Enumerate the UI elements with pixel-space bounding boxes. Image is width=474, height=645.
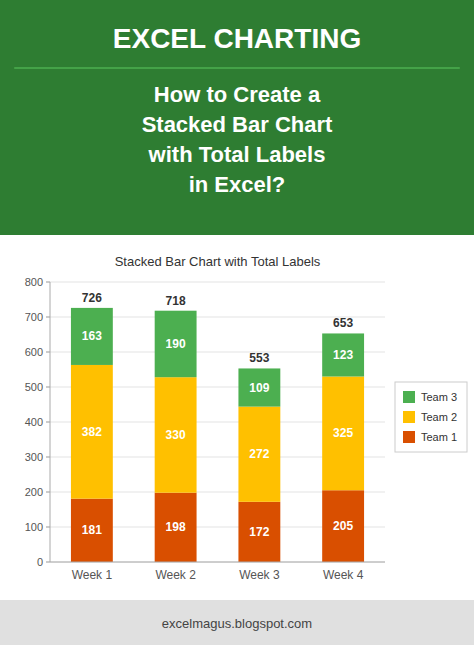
- segment-label: 382: [82, 425, 102, 439]
- subtitle-line: with Total Labels: [148, 142, 326, 167]
- header-subtitle: How to Create a Stacked Bar Chart with Tot…: [142, 82, 333, 197]
- total-label: 553: [249, 351, 269, 365]
- total-label: 726: [82, 291, 102, 305]
- y-tick: [46, 317, 50, 318]
- segment-label: 123: [333, 348, 353, 362]
- segment-label: 181: [82, 523, 102, 537]
- bar-segment: [322, 333, 364, 376]
- segment-label: 205: [333, 519, 353, 533]
- bar-segment: [322, 377, 364, 491]
- chart-title: Stacked Bar Chart with Total Labels: [115, 254, 321, 269]
- segment-label: 109: [249, 381, 269, 395]
- y-tick: [46, 492, 50, 493]
- x-tick-label: Week 3: [239, 568, 280, 582]
- y-tick: [46, 282, 50, 283]
- segment-label: 272: [249, 447, 269, 461]
- y-tick-label: 400: [25, 416, 43, 428]
- subtitle-line: Stacked Bar Chart: [142, 112, 333, 137]
- bar-segment: [155, 493, 197, 562]
- y-tick: [46, 387, 50, 388]
- y-tick: [46, 527, 50, 528]
- legend-swatch: [403, 431, 415, 443]
- bar-segment: [238, 368, 280, 406]
- y-tick: [46, 562, 50, 563]
- bar-segment: [322, 490, 364, 562]
- total-label: 653: [333, 316, 353, 330]
- y-tick-label: 0: [37, 556, 43, 568]
- bar-segment: [155, 377, 197, 493]
- bar-segment: [238, 407, 280, 502]
- grid-line: [50, 282, 385, 283]
- segment-label: 172: [249, 525, 269, 539]
- y-tick-label: 700: [25, 311, 43, 323]
- segment-label: 330: [166, 428, 186, 442]
- x-axis-line: [50, 562, 385, 563]
- x-tick-label: Week 1: [72, 568, 113, 582]
- footer-text: excelmagus.blogspot.com: [162, 616, 312, 631]
- y-tick: [46, 352, 50, 353]
- header-background: [0, 0, 474, 235]
- bar-segment: [155, 311, 197, 378]
- segment-label: 325: [333, 426, 353, 440]
- header-divider: [14, 67, 460, 69]
- x-tick-label: Week 2: [155, 568, 196, 582]
- footer-background: [0, 600, 474, 645]
- bar-segment: [71, 308, 113, 365]
- legend-label: Team 1: [421, 431, 457, 443]
- chart-background: [0, 235, 474, 600]
- subtitle-line: How to Create a: [154, 82, 321, 107]
- y-tick: [46, 457, 50, 458]
- header-title: EXCEL CHARTING: [113, 23, 361, 54]
- y-tick-label: 500: [25, 381, 43, 393]
- total-label: 718: [166, 294, 186, 308]
- y-tick-label: 300: [25, 451, 43, 463]
- legend-swatch: [403, 391, 415, 403]
- y-tick-label: 200: [25, 486, 43, 498]
- segment-label: 198: [166, 520, 186, 534]
- legend-label: Team 3: [421, 391, 457, 403]
- y-tick-label: 800: [25, 276, 43, 288]
- grid-line: [50, 562, 385, 563]
- y-tick-label: 100: [25, 521, 43, 533]
- y-tick: [46, 422, 50, 423]
- page: EXCEL CHARTING How to Create a Stacked Bar…: [0, 0, 474, 645]
- legend-label: Team 2: [421, 411, 457, 423]
- subtitle-line: in Excel?: [189, 172, 286, 197]
- bar-segment: [238, 502, 280, 562]
- legend-swatch: [403, 411, 415, 423]
- segment-label: 190: [166, 337, 186, 351]
- y-axis-line: [50, 282, 51, 562]
- x-tick-label: Week 4: [323, 568, 364, 582]
- bars: [71, 308, 364, 562]
- segment-label: 163: [82, 329, 102, 343]
- legend-box: [395, 382, 467, 452]
- bar-segment: [71, 365, 113, 499]
- bar-segment: [71, 499, 113, 562]
- y-tick-label: 600: [25, 346, 43, 358]
